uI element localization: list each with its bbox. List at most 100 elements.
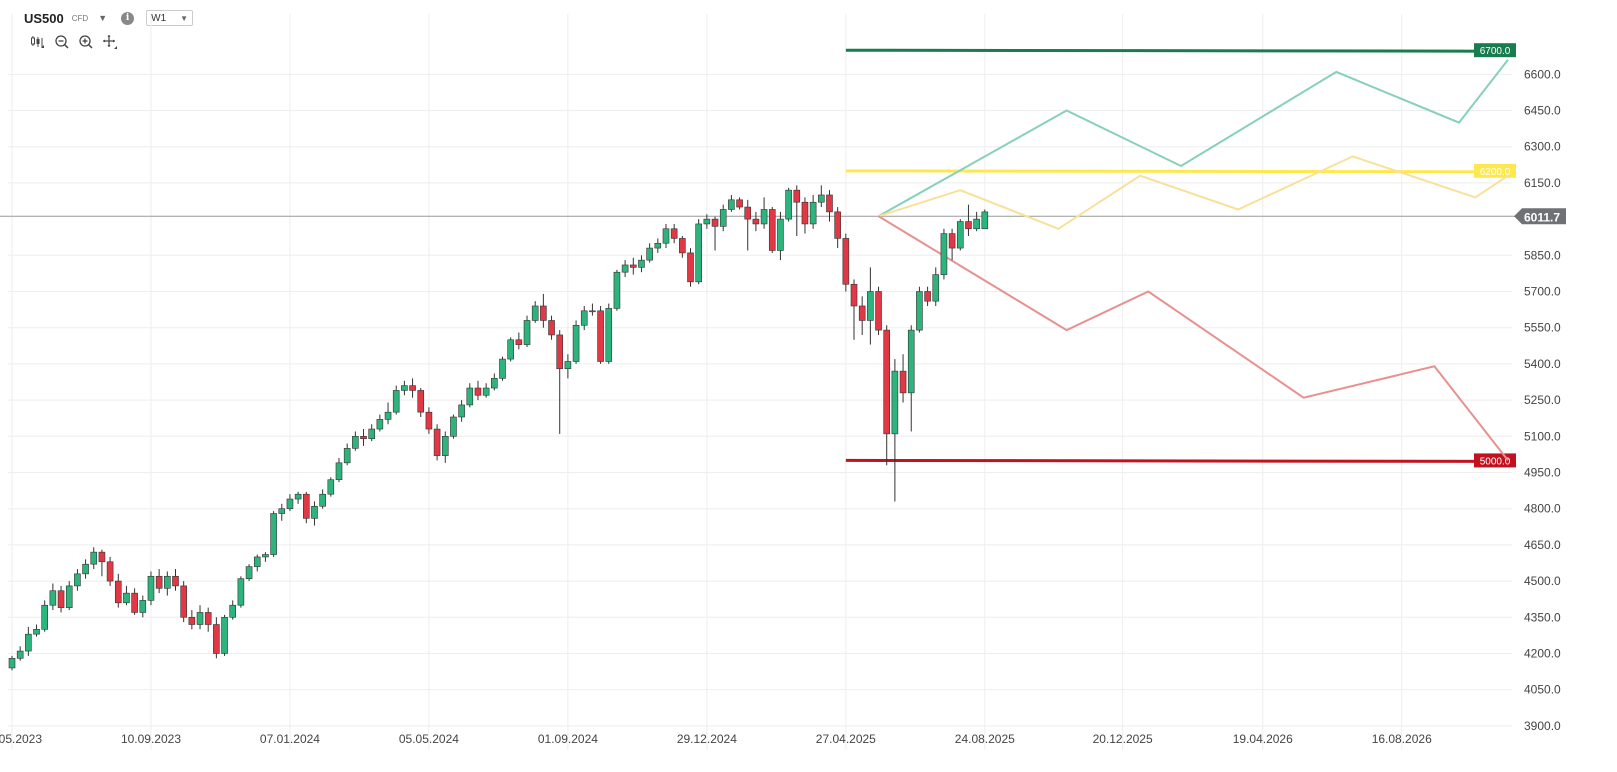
y-tick-label: 5250.0 (1524, 393, 1561, 407)
candle-body (196, 612, 204, 625)
y-tick-label: 6150.0 (1524, 176, 1561, 190)
candle-body (948, 233, 956, 249)
candle-body (777, 218, 784, 251)
candle (711, 216, 719, 251)
x-tick-label: 07.01.2024 (260, 732, 320, 746)
candle-body (319, 493, 326, 507)
candle (613, 269, 621, 311)
candle (302, 491, 310, 524)
candle-body (302, 493, 310, 519)
last-price-tag (1514, 208, 1566, 225)
candle-body (139, 600, 147, 613)
candle-body (74, 573, 81, 587)
candle-body (687, 252, 694, 283)
candle (834, 207, 841, 249)
candle-body (670, 228, 678, 239)
y-tick-label: 5550.0 (1524, 321, 1561, 335)
crosshair-icon[interactable] (102, 34, 118, 50)
candle (458, 400, 465, 422)
timeframe-dropdown-icon: ▼ (180, 13, 189, 23)
candle (760, 197, 768, 229)
y-tick-label: 6450.0 (1524, 104, 1561, 118)
candle-body (736, 199, 743, 208)
candle-body (891, 370, 899, 435)
x-tick-label: 20.12.2025 (1093, 732, 1153, 746)
candle (409, 378, 416, 398)
candle-body (262, 554, 269, 558)
timeframe-select[interactable]: W1 ▼ (146, 10, 194, 26)
symbol-name[interactable]: US500 (24, 10, 64, 26)
scenario-line (878, 59, 1509, 218)
candle-body (785, 189, 792, 220)
x-tick-label: 01.09.2024 (538, 732, 598, 746)
candle-body (417, 390, 425, 413)
candle (883, 325, 891, 466)
candle (450, 414, 457, 439)
candle (41, 600, 48, 632)
candle (196, 605, 204, 630)
candle-body (752, 218, 760, 225)
candle (646, 243, 653, 263)
candle-body (327, 479, 335, 495)
candle-body (147, 575, 155, 601)
candle (213, 617, 220, 659)
y-axis: 3900.0 4050.0 4200.0 4350.0 4500.0 4650.0 4800… (1524, 67, 1561, 733)
candle-body (523, 320, 531, 345)
candle (973, 211, 980, 232)
candle (57, 585, 65, 613)
candle-body (433, 428, 441, 456)
y-tick-label: 5850.0 (1524, 248, 1561, 262)
candle (515, 332, 523, 350)
candle (278, 503, 286, 521)
candle (433, 424, 441, 461)
candle (155, 569, 163, 594)
candle-body (801, 201, 809, 225)
candle (147, 571, 155, 606)
symbol-dropdown-icon[interactable]: ▼ (98, 13, 108, 23)
chart-toolbar (30, 34, 118, 50)
candle-body (719, 209, 727, 227)
candle-body (818, 194, 825, 203)
candle-body (441, 435, 449, 456)
candle-body (16, 650, 24, 659)
x-tick-label: 16.08.2026 (1372, 732, 1432, 746)
y-tick-label: 5400.0 (1524, 357, 1561, 371)
candle (49, 583, 57, 611)
candle (752, 211, 760, 232)
candle (237, 576, 245, 608)
candle-body (507, 339, 514, 360)
candle-body (826, 194, 833, 213)
candle-body (907, 329, 915, 394)
candle (662, 223, 670, 249)
candle (785, 187, 792, 222)
candle-body (368, 428, 375, 440)
candle (16, 646, 24, 661)
candle (858, 296, 866, 335)
candle (703, 214, 711, 229)
zoom-out-icon[interactable] (54, 34, 70, 50)
candle-body (49, 590, 57, 606)
candle-body (654, 242, 662, 249)
candles (8, 185, 989, 671)
info-icon[interactable]: i (121, 11, 135, 25)
candle-body (809, 201, 817, 225)
candle (621, 260, 629, 278)
candle (965, 204, 972, 237)
x-tick-label: 10.09.2023 (121, 732, 181, 746)
candle-body (8, 658, 16, 669)
candle (466, 383, 474, 408)
candle (687, 248, 694, 287)
candle-body (834, 211, 841, 239)
candle-body (401, 385, 408, 391)
candle-body (376, 419, 384, 430)
candle-body (25, 633, 32, 652)
candle (253, 554, 261, 572)
zoom-in-icon[interactable] (78, 34, 94, 50)
candle (262, 552, 269, 562)
candle (850, 279, 858, 340)
grid (0, 14, 1515, 750)
candle (597, 305, 604, 364)
candle-type-icon[interactable] (30, 34, 46, 50)
candle (499, 356, 506, 381)
